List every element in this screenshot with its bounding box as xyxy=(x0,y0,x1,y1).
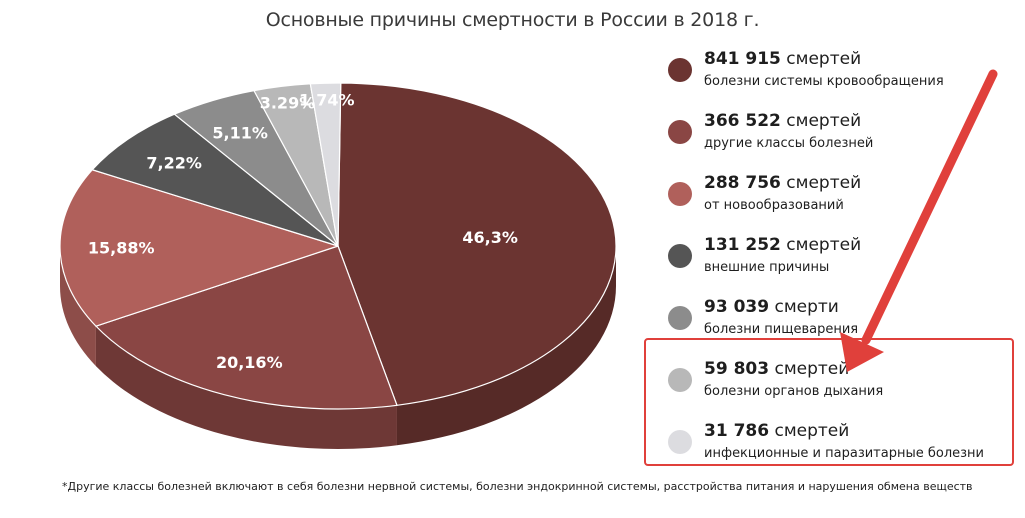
legend-item: 59 803 смертей болезни органов дыхания xyxy=(668,356,1008,418)
legend-description: инфекционные и паразитарные болезни xyxy=(704,446,985,461)
legend-swatch xyxy=(668,306,692,330)
legend-count: 288 756 смертей xyxy=(704,173,862,193)
highlight-box xyxy=(644,338,1014,466)
legend-count: 59 803 смертей xyxy=(704,359,850,379)
legend-description: от новообразований xyxy=(704,198,844,213)
legend-item: 366 522 смертей другие классы болезней xyxy=(668,108,1008,170)
legend-count: 31 786 смертей xyxy=(704,421,850,441)
legend-swatch xyxy=(668,58,692,82)
footnote: *Другие классы болезней включают в себя … xyxy=(62,480,973,493)
pie-slice xyxy=(95,245,398,410)
legend-description: болезни системы кровообращения xyxy=(704,74,944,89)
legend-swatch xyxy=(668,120,692,144)
pie-slice xyxy=(91,113,339,247)
pie-slice-side xyxy=(95,326,397,449)
pie-slice-side xyxy=(396,246,616,446)
legend-count: 93 039 смерти xyxy=(704,297,839,317)
pie-percent-label: 20,16% xyxy=(216,353,283,372)
legend-swatch xyxy=(668,430,692,454)
legend-item: 131 252 смертей внешние причины xyxy=(668,232,1008,294)
legend: 841 915 смертей болезни системы кровообра… xyxy=(668,46,1008,480)
pie-percent-label: 3.29% xyxy=(260,93,316,112)
legend-count: 366 522 смертей xyxy=(704,111,862,131)
legend-description: внешние причины xyxy=(704,260,830,275)
legend-description: другие классы болезней xyxy=(704,136,874,151)
legend-count: 841 915 смертей xyxy=(704,49,862,69)
pie-slice-side xyxy=(60,246,96,367)
pie-slice xyxy=(59,169,339,327)
pie-percent-label: 7,22% xyxy=(146,154,202,173)
legend-item: 841 915 смертей болезни системы кровообра… xyxy=(668,46,1008,108)
legend-swatch xyxy=(668,244,692,268)
pie-percent-label: 1.74% xyxy=(299,90,355,109)
legend-swatch xyxy=(668,182,692,206)
pie-percent-label: 5,11% xyxy=(212,124,268,143)
legend-description: болезни органов дыхания xyxy=(704,384,884,399)
legend-swatch xyxy=(668,368,692,392)
pie-slice xyxy=(309,82,342,247)
pie-percent-label: 46,3% xyxy=(462,228,518,247)
pie-percent-label: 15,88% xyxy=(88,239,155,258)
chart-title: Основные причины смертности в России в 2… xyxy=(265,9,760,31)
legend-item: 93 039 смерти болезни пищеварения xyxy=(668,294,1008,356)
pie-slice xyxy=(337,82,617,406)
legend-description: болезни пищеварения xyxy=(704,322,859,337)
legend-item: 288 756 смертей от новообразований xyxy=(668,170,1008,232)
legend-item: 31 786 смертей инфекционные и паразитарны… xyxy=(668,418,1008,480)
legend-count: 131 252 смертей xyxy=(704,235,862,255)
